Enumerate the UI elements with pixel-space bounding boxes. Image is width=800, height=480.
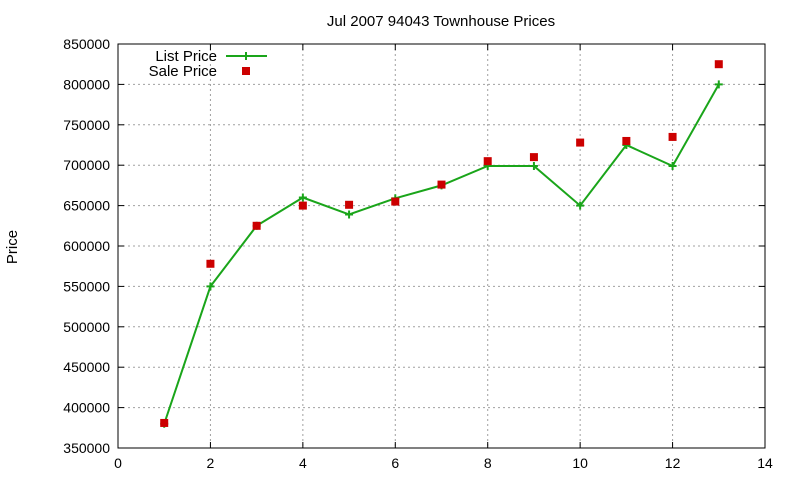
sale-price-point	[714, 60, 723, 69]
tick-labels: 0 2 4 6 8 10 12 14 350000 400000 450000 500000 55000…	[63, 36, 773, 471]
y-tick-label: 400000	[63, 400, 110, 416]
grid	[118, 44, 765, 448]
sale-price-point	[622, 136, 631, 145]
plot-frame	[117, 43, 766, 449]
sale-price-point	[437, 180, 446, 189]
legend-label-sale-price: Sale Price	[149, 63, 217, 80]
y-axis-title: Price	[4, 230, 21, 264]
x-tick-label: 6	[391, 455, 399, 471]
sale-price-point	[206, 259, 215, 268]
list-price-point	[345, 210, 354, 219]
legend-swatch-sale-price	[242, 67, 250, 75]
y-tick-label: 350000	[63, 440, 110, 456]
sale-price-point	[160, 418, 169, 427]
list-price-point	[529, 162, 538, 171]
y-tick-label: 650000	[63, 198, 110, 214]
sale-price-point	[529, 153, 538, 162]
y-tick-label: 700000	[63, 157, 110, 173]
list-price-point	[714, 80, 723, 89]
x-tick-label: 0	[114, 455, 122, 471]
list-price-line	[163, 83, 720, 425]
y-tick-label: 450000	[63, 359, 110, 375]
list-price-point	[298, 193, 307, 202]
y-tick-label: 550000	[63, 278, 110, 294]
axis-ticks	[117, 43, 766, 449]
sale-price-point	[391, 197, 400, 206]
sale-price-point	[576, 138, 585, 147]
list-price-point	[668, 162, 677, 171]
series-layer	[160, 60, 723, 428]
x-tick-label: 2	[207, 455, 215, 471]
x-tick-label: 12	[665, 455, 681, 471]
y-tick-label: 850000	[63, 36, 110, 52]
y-tick-label: 800000	[63, 76, 110, 92]
sale-price-point	[298, 201, 307, 210]
x-tick-label: 4	[299, 455, 307, 471]
y-tick-label: 500000	[63, 319, 110, 335]
y-tick-label: 600000	[63, 238, 110, 254]
sale-price-point	[668, 132, 677, 141]
legend-swatch-list-price-marker	[242, 52, 250, 60]
sale-price-point	[483, 157, 492, 166]
list-price-point	[206, 282, 215, 291]
sale-price-point	[252, 221, 261, 230]
x-tick-label: 14	[757, 455, 773, 471]
chart-title: Jul 2007 94043 Townhouse Prices	[327, 13, 555, 30]
list-price-point	[576, 201, 585, 210]
sale-price-point	[345, 200, 354, 209]
x-tick-label: 10	[572, 455, 588, 471]
x-tick-label: 8	[484, 455, 492, 471]
y-tick-label: 750000	[63, 117, 110, 133]
legend-label-list-price: List Price	[155, 48, 217, 65]
